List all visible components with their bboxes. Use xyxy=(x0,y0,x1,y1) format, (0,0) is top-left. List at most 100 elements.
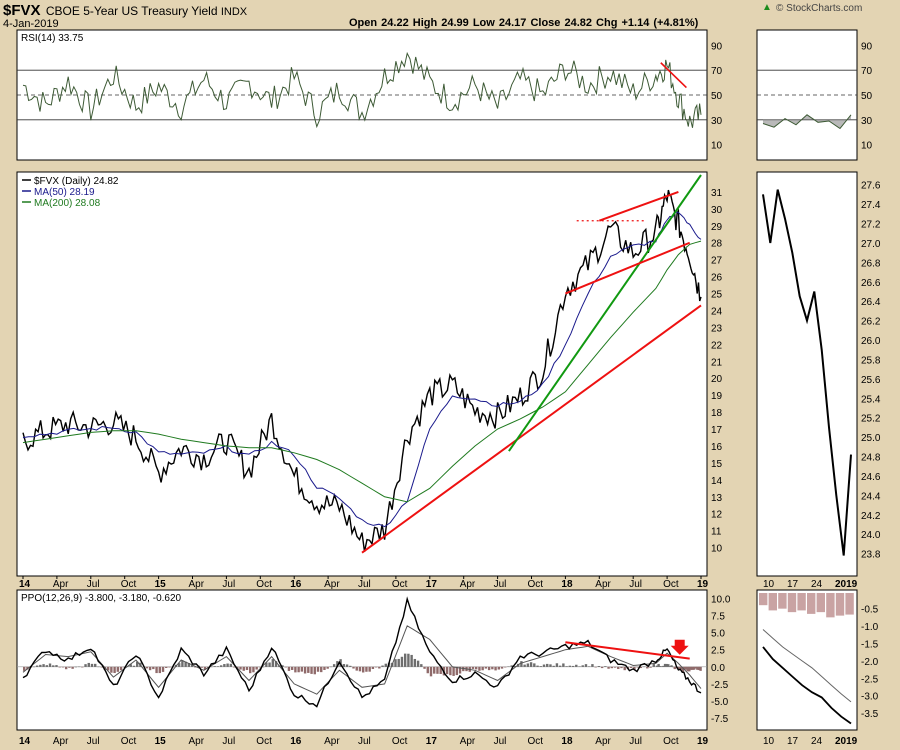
ppo-hist-bar xyxy=(194,666,197,668)
ppo-hist-bar xyxy=(100,666,103,668)
ppo-hist-bar xyxy=(673,666,676,670)
price-panel xyxy=(16,171,708,577)
ppo-hist-bar xyxy=(445,666,449,675)
ppo-x-label: Jul xyxy=(222,736,235,747)
price-x-label: Apr xyxy=(460,579,476,590)
ppo-hist-bar xyxy=(504,666,507,668)
brand-link[interactable]: © StockCharts.com xyxy=(776,3,863,14)
ppo-title: PPO(12,26,9) -3.800, -3.180, -0.620 xyxy=(21,593,182,604)
ppo-hist-bar xyxy=(161,666,165,672)
ppo-tick-label: 10.0 xyxy=(711,594,731,605)
ppo-hist-bar xyxy=(696,666,699,670)
ppo-hist-bar xyxy=(271,659,274,667)
ppo-hist-bar xyxy=(290,666,294,670)
ppo-mini-tick-label: -2.5 xyxy=(861,674,879,685)
ppo-hist-bar xyxy=(642,666,646,668)
ppo-hist-bar xyxy=(484,666,488,669)
ppo-x-label: Jul xyxy=(494,736,507,747)
ppo-x-label: Oct xyxy=(121,736,137,747)
ppo-hist-bar xyxy=(478,666,481,671)
price-x-label: 18 xyxy=(561,579,573,590)
ppo-hist-bar xyxy=(420,664,423,667)
ppo-tick-label: 5.0 xyxy=(711,629,725,640)
price-mini-x-label: 10 xyxy=(763,579,775,590)
ppo-hist-bar xyxy=(533,663,536,667)
ppo-hist-bar xyxy=(433,666,436,674)
ppo-mini-hist-bar xyxy=(787,593,797,613)
price-stats: Open 24.22 High 24.99 Low 24.17 Close 24… xyxy=(349,17,699,29)
ppo-hist-bar xyxy=(245,666,249,671)
ppo-hist-bar xyxy=(652,664,655,667)
ppo-hist-bar xyxy=(313,666,316,675)
ppo-hist-bar xyxy=(132,665,136,667)
ppo-hist-bar xyxy=(597,665,601,667)
ppo-hist-bar xyxy=(210,666,213,668)
ppo-hist-bar xyxy=(510,665,513,667)
ppo-hist-bar xyxy=(660,666,664,667)
ppo-hist-bar xyxy=(74,666,78,668)
ppo-mini-hist-bar xyxy=(768,593,777,611)
ppo-hist-bar xyxy=(691,666,694,670)
ppo-hist-bar xyxy=(639,666,643,669)
ppo-hist-bar xyxy=(362,666,365,673)
price-tick-label: 15 xyxy=(711,459,723,470)
price-mini-tick-label: 25.6 xyxy=(861,375,881,386)
ppo-hist-bar xyxy=(584,664,588,667)
ppo-hist-bar xyxy=(629,666,633,668)
ppo-mini-tick-label: -3.5 xyxy=(861,709,879,720)
ppo-hist-bar xyxy=(403,653,407,667)
ppo-hist-bar xyxy=(607,666,610,669)
ppo-x-label: Oct xyxy=(663,736,679,747)
ppo-hist-bar xyxy=(610,666,613,669)
ppo-hist-bar xyxy=(423,666,426,669)
symbol[interactable]: $FVX xyxy=(3,2,41,19)
ppo-hist-bar xyxy=(649,666,652,668)
rsi-mini-tick-label: 70 xyxy=(861,66,873,77)
ppo-hist-bar xyxy=(297,666,300,673)
ppo-hist-bar xyxy=(303,666,307,674)
ppo-hist-bar xyxy=(462,666,465,672)
rsi-tick-label: 70 xyxy=(711,66,723,77)
price-mini-tick-label: 24.4 xyxy=(861,491,881,502)
ppo-hist-bar xyxy=(575,664,578,667)
ppo-hist-bar xyxy=(684,666,688,670)
ppo-hist-bar xyxy=(158,666,161,674)
ppo-hist-bar xyxy=(665,663,668,667)
ppo-hist-bar xyxy=(48,663,52,667)
ppo-tick-label: -5.0 xyxy=(711,697,729,708)
ppo-hist-bar xyxy=(397,658,400,667)
ppo-hist-bar xyxy=(436,666,439,674)
ppo-panel xyxy=(16,589,708,731)
price-tick-label: 22 xyxy=(711,340,723,351)
rsi-tick-label: 90 xyxy=(711,41,723,52)
ppo-mini-signal-line xyxy=(762,629,852,703)
price-trendline-green xyxy=(508,174,702,452)
ppo-hist-bar xyxy=(413,658,417,667)
price-tick-label: 30 xyxy=(711,205,723,216)
ppo-hist-bar xyxy=(152,666,155,670)
ppo-hist-bar xyxy=(232,666,236,668)
ppo-hist-bar xyxy=(223,664,226,667)
rsi-mini-tick-label: 30 xyxy=(861,116,873,127)
price-line xyxy=(22,189,702,552)
ppo-hist-bar xyxy=(565,666,568,667)
price-tick-label: 31 xyxy=(711,188,723,199)
price-x-label: Jul xyxy=(494,579,507,590)
ppo-mini-x-label: 10 xyxy=(763,736,775,747)
ppo-hist-bar xyxy=(623,666,626,671)
ppo-x-label: Apr xyxy=(189,736,205,747)
ppo-hist-bar xyxy=(663,663,667,667)
exchange: INDX xyxy=(220,6,248,18)
ppo-mini-hist-bar xyxy=(845,593,854,615)
ppo-hist-bar xyxy=(145,666,149,669)
ppo-hist-bar xyxy=(542,664,546,667)
ppo-hist-bar xyxy=(471,666,475,669)
ppo-tick-label: -7.5 xyxy=(711,714,729,725)
ppo-hist-bar xyxy=(355,666,358,671)
ppo-hist-bar xyxy=(110,666,113,673)
ppo-hist-bar xyxy=(371,666,375,670)
ppo-hist-bar xyxy=(513,665,517,667)
rsi-title: RSI(14) 33.75 xyxy=(21,33,84,44)
ppo-hist-bar xyxy=(694,666,697,669)
